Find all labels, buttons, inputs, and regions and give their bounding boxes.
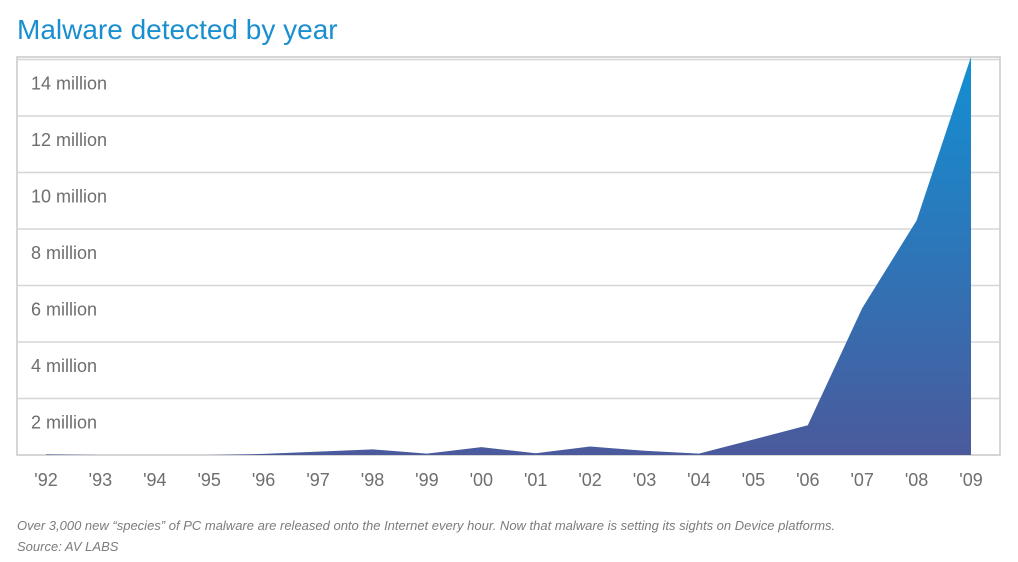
y-tick-label: 4 million xyxy=(31,356,97,376)
chart-title: Malware detected by year xyxy=(17,14,338,45)
caption-source: Source: AV LABS xyxy=(17,539,119,554)
x-tick-label: '03 xyxy=(633,470,656,490)
x-tick-label: '01 xyxy=(524,470,547,490)
y-tick-label: 10 million xyxy=(31,187,107,207)
x-tick-label: '09 xyxy=(959,470,982,490)
x-tick-label: '06 xyxy=(796,470,819,490)
x-tick-label: '97 xyxy=(306,470,329,490)
x-tick-label: '04 xyxy=(687,470,710,490)
malware-area xyxy=(46,56,971,455)
caption-note: Over 3,000 new “species” of PC malware a… xyxy=(17,518,836,533)
x-tick-label: '94 xyxy=(143,470,166,490)
x-tick-label: '99 xyxy=(415,470,438,490)
x-tick-label: '08 xyxy=(905,470,928,490)
x-tick-label: '07 xyxy=(850,470,873,490)
x-tick-label: '02 xyxy=(578,470,601,490)
x-tick-labels: '92 '93 '94 '95 '96 '97 '98 '99 '00 '01 '02 '03 '04 '… xyxy=(34,470,982,490)
gridlines xyxy=(17,58,1000,400)
y-tick-label: 2 million xyxy=(31,413,97,433)
x-tick-label: '96 xyxy=(252,470,275,490)
y-tick-label: 14 million xyxy=(31,74,107,94)
x-tick-label: '05 xyxy=(742,470,765,490)
y-tick-labels: 2 million 4 million 6 million 8 million 10 m… xyxy=(31,74,107,433)
y-tick-label: 8 million xyxy=(31,243,97,263)
x-tick-label: '92 xyxy=(34,470,57,490)
y-tick-label: 6 million xyxy=(31,300,97,320)
x-tick-label: '98 xyxy=(361,470,384,490)
x-tick-label: '00 xyxy=(470,470,493,490)
y-tick-label: 12 million xyxy=(31,130,107,150)
x-tick-label: '95 xyxy=(197,470,220,490)
x-tick-label: '93 xyxy=(89,470,112,490)
